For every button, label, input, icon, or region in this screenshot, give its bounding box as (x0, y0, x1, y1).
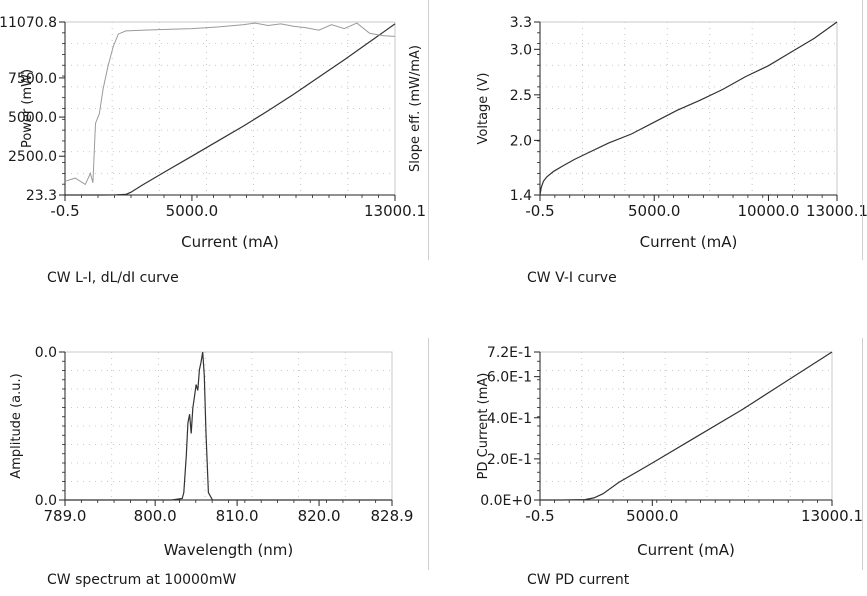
pd-y-tick-label: 2.0E-1 (487, 452, 532, 468)
li-y-tick-label: 5000.0 (8, 110, 57, 126)
pd-y-tick-label: 0.0E+0 (480, 493, 532, 509)
spectrum-chart-svg: 789.0 800.0 810.0 820.0 828.9 0.0 0.0 Wavelengt… (9, 345, 414, 559)
li-series-slope-line (64, 22, 396, 186)
pd-grid (540, 352, 832, 500)
spectrum-x-tick-label: 789.0 (44, 507, 87, 525)
vi-y-tick-label: 3.0 (510, 42, 532, 58)
pd-x-tick-label: 5000.0 (626, 507, 679, 525)
spectrum-grid (65, 352, 392, 500)
divider-right (862, 0, 863, 260)
li-y-tick-label: 23.3 (26, 188, 57, 204)
pd-x-axis-label: Current (mA) (637, 541, 735, 559)
spectrum-chart-panel: 789.0 800.0 810.0 820.0 828.9 0.0 0.0 Wavelengt… (0, 330, 430, 570)
vi-y-tick-label: 2.0 (510, 133, 532, 149)
li-plot-frame (64, 21, 396, 196)
vi-y-axis-label: Voltage (V) (476, 73, 491, 145)
spectrum-x-tick-label: 810.0 (216, 507, 259, 525)
pd-chart-caption: CW PD current (527, 572, 630, 588)
li-x-axis-label: Current (mA) (181, 233, 279, 251)
spectrum-y-tick-label: 0.0 (35, 345, 57, 361)
li-series-power-line (65, 23, 396, 196)
pd-series-0-line (540, 351, 833, 501)
li-chart-svg: -0.5 5000.0 13000.1 23.3 2500.0 5000.0 7500.0 1… (0, 15, 426, 251)
pd-y-axis-label: PD Current (mA) (476, 373, 491, 480)
li-x-tick-label: 5000.0 (166, 202, 219, 220)
li-y-tick-label: 11070.8 (0, 15, 57, 31)
vi-chart-svg: -0.5 5000.0 10000.0 13000.1 1.4 2.0 2.5 3.0 3.3 C… (476, 15, 867, 251)
spectrum-series-0-line (65, 351, 392, 501)
spectrum-x-tick-label: 800.0 (134, 507, 177, 525)
vi-y-tick-label: 3.3 (510, 15, 532, 31)
pd-plot-frame (539, 351, 833, 501)
vi-chart-caption: CW V-I curve (527, 270, 617, 286)
divider-left (428, 0, 429, 260)
li-chart-caption: CW L-I, dL/dI curve (47, 270, 179, 286)
spectrum-x-axis-label: Wavelength (nm) (164, 541, 294, 559)
vi-series-0-line (539, 21, 838, 196)
vi-x-axis-label: Current (mA) (640, 233, 738, 251)
li-grid (65, 22, 395, 195)
spectrum-x-tick-label: 820.0 (298, 507, 341, 525)
divider-left-bottom (428, 338, 429, 570)
pd-chart-panel: -0.5 5000.0 13000.1 0.0E+0 2.0E-1 4.0E-1 6.0E-… (440, 330, 867, 570)
li-y-tick-label: 2500.0 (8, 149, 57, 165)
vi-x-tick-label: -0.5 (525, 202, 554, 220)
pd-y-tick-label: 4.0E-1 (487, 411, 532, 427)
divider-right-bottom (862, 338, 863, 570)
pd-x-tick-label: -0.5 (525, 507, 554, 525)
vi-x-tick-label: 13000.1 (806, 202, 867, 220)
pd-y-tick-label: 7.2E-1 (487, 345, 532, 361)
li-x-tick-label: -0.5 (50, 202, 79, 220)
li-y-tick-label: 7500.0 (8, 71, 57, 87)
pd-chart-svg: -0.5 5000.0 13000.1 0.0E+0 2.0E-1 4.0E-1 6.0E-… (476, 345, 863, 559)
pd-x-tick-label: 13000.1 (801, 507, 863, 525)
spectrum-y-axis-label: Amplitude (a.u.) (9, 373, 24, 478)
spectrum-x-tick-label: 828.9 (371, 507, 414, 525)
spectrum-plot-frame (64, 351, 393, 501)
pd-y-tick-label: 6.0E-1 (487, 370, 532, 386)
li-x-tick-label: 13000.1 (364, 202, 426, 220)
vi-y-tick-label: 2.5 (510, 88, 532, 104)
li-y2-axis-label: Slope eff. (mW/mA) (408, 45, 423, 172)
vi-chart-panel: -0.5 5000.0 10000.0 13000.1 1.4 2.0 2.5 3.0 3.3 C… (440, 0, 867, 265)
li-y-axis-label: Power (mW) (20, 69, 35, 148)
vi-x-tick-label: 10000.0 (737, 202, 799, 220)
vi-grid (540, 22, 837, 195)
vi-x-tick-label: 5000.0 (628, 202, 681, 220)
vi-y-tick-label: 1.4 (510, 188, 532, 204)
spectrum-chart-caption: CW spectrum at 10000mW (47, 572, 237, 588)
spectrum-y-tick-label: 0.0 (35, 493, 57, 509)
li-chart-panel: -0.5 5000.0 13000.1 23.3 2500.0 5000.0 7500.0 1… (0, 0, 430, 265)
